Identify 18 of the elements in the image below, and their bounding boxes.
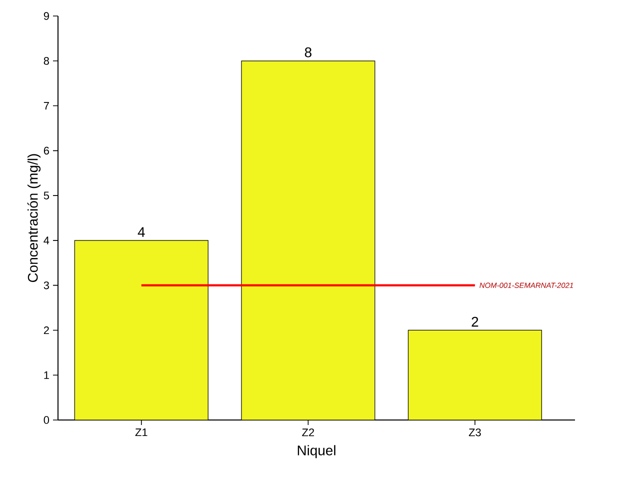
x-tick-label: Z2 [302, 428, 314, 436]
y-tick-label: 3 [44, 281, 49, 290]
y-axis-title: Concentración (mg/l) [27, 154, 41, 282]
y-tick-label: 4 [44, 236, 50, 244]
x-axis-title: Niquel [298, 445, 336, 458]
y-tick-label: 6 [44, 146, 49, 155]
data-label: 2 [472, 316, 478, 327]
x-tick-label: Z1 [135, 428, 148, 436]
data-label: 8 [304, 47, 312, 58]
y-tick-label: 2 [44, 326, 49, 334]
data-label: 4 [138, 227, 145, 237]
y-tick-label: 1 [44, 371, 49, 379]
y-tick-label: 9 [44, 12, 49, 20]
y-tick-label: 5 [44, 192, 50, 200]
y-tick-label: 0 [44, 416, 50, 424]
x-tick-label: Z3 [468, 428, 481, 436]
y-tick-label: 8 [44, 57, 49, 65]
y-tick-label: 7 [44, 102, 49, 110]
